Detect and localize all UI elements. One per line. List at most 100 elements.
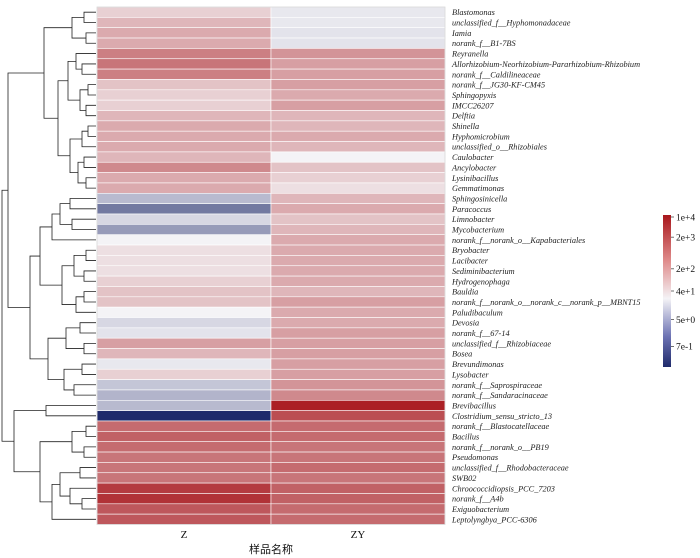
heatmap-cell xyxy=(270,503,446,515)
heatmap-cell xyxy=(270,79,446,91)
dendrogram-branch xyxy=(39,441,72,503)
dendrogram-branch xyxy=(85,249,96,261)
dendrogram-branch xyxy=(75,296,96,313)
row-label: Caulobacter xyxy=(452,153,494,162)
heatmap-cell xyxy=(270,6,446,18)
dendrogram-branch xyxy=(69,198,96,210)
heatmap-cell xyxy=(96,513,272,525)
row-label: Paracoccus xyxy=(451,205,491,214)
dendrogram-branch xyxy=(87,84,96,96)
heatmap-cell xyxy=(270,68,446,80)
heatmap-cell xyxy=(270,151,446,163)
heatmap-border xyxy=(96,6,446,525)
row-label: Pseudomonas xyxy=(451,453,498,462)
heatmap-cell xyxy=(270,389,446,401)
heatmap-cell xyxy=(270,493,446,505)
heatmap-cell xyxy=(96,213,272,225)
row-label: Shinella xyxy=(452,122,479,131)
heatmap-cell xyxy=(270,172,446,184)
row-label: Lysinibacillus xyxy=(451,174,498,183)
dendrogram-branch xyxy=(87,125,96,137)
row-label: unclassified_f__Hyphomonadaceae xyxy=(452,19,571,28)
heatmap-cell xyxy=(270,17,446,29)
heatmap-cell xyxy=(96,337,272,349)
row-label: Sphingosinicella xyxy=(452,194,507,203)
heatmap-cell xyxy=(96,286,272,298)
row-label: norank_f__B1-7BS xyxy=(452,39,516,48)
heatmap-cell xyxy=(96,379,272,391)
dendrogram-branch xyxy=(85,104,96,117)
dendrogram-branch xyxy=(81,130,96,148)
row-label: norank_f__67-14 xyxy=(452,329,510,338)
heatmap-cell xyxy=(96,110,272,122)
heatmap-cells xyxy=(96,6,446,525)
row-label: SWB02 xyxy=(452,474,476,483)
heatmap-cell xyxy=(270,182,446,194)
heatmap-cell xyxy=(270,420,446,432)
row-label: Sediminibacterium xyxy=(452,267,515,276)
heatmap-cell xyxy=(270,337,446,349)
heatmap-cell xyxy=(96,265,272,277)
heatmap-cell xyxy=(96,482,272,494)
heatmap-cell xyxy=(96,27,272,39)
heatmap-cell xyxy=(270,379,446,391)
heatmap-cell xyxy=(96,503,272,515)
dendrogram-branch xyxy=(83,156,96,168)
colorbar-gradient xyxy=(663,215,671,367)
row-label: Bosea xyxy=(452,350,472,359)
heatmap-cell xyxy=(96,431,272,443)
heatmap-cell xyxy=(270,120,446,132)
dendrogram-branch xyxy=(79,467,96,479)
heatmap-cell xyxy=(96,472,272,484)
heatmap-cell xyxy=(270,255,446,267)
dendrogram-branch xyxy=(81,63,96,75)
heatmap-cell xyxy=(96,441,272,453)
colorbar-tick-label: 2e+3 xyxy=(676,233,695,243)
heatmap-cell xyxy=(270,327,446,339)
dendrogram-branch xyxy=(73,384,96,396)
heatmap-cell xyxy=(270,130,446,142)
row-label: Gemmatimonas xyxy=(452,184,504,193)
dendrogram-branch xyxy=(13,410,46,473)
heatmap-cell xyxy=(270,37,446,49)
heatmap-cell xyxy=(96,17,272,29)
heatmap-cell xyxy=(270,348,446,360)
row-label: unclassified_f__Rhizobiaceae xyxy=(452,339,551,348)
heatmap-cell xyxy=(270,431,446,443)
row-label: Hyphomicrobium xyxy=(451,132,510,141)
heatmap-cell xyxy=(96,420,272,432)
heatmap-cell xyxy=(270,306,446,318)
heatmap-cell xyxy=(96,306,272,318)
dendrogram-branch xyxy=(83,270,96,282)
heatmap-cell xyxy=(96,141,272,153)
row-label: Chroococcidiopsis_PCC_7203 xyxy=(452,484,555,493)
heatmap-cell xyxy=(96,172,272,184)
dendrogram-branch xyxy=(85,425,96,437)
column-label: ZY xyxy=(351,529,366,541)
colorbar-tick-label: 5e+0 xyxy=(676,316,695,326)
dendrogram-branch xyxy=(47,337,66,380)
heatmap-cell xyxy=(270,441,446,453)
heatmap-cell xyxy=(96,203,272,215)
row-label: norank_f__JG30-KF-CM45 xyxy=(452,81,545,90)
heatmap-cell xyxy=(270,482,446,494)
heatmap-cell xyxy=(96,399,272,411)
heatmap-cell xyxy=(96,193,272,204)
row-label: norank_f__norank_o__PB19 xyxy=(452,443,550,452)
heatmap-cell xyxy=(96,48,272,60)
dendrogram-branch xyxy=(83,342,96,355)
row-label: Mycobacterium xyxy=(451,226,504,235)
dendrogram-branch xyxy=(69,487,96,505)
heatmap-cell xyxy=(96,161,272,173)
heatmap-cell xyxy=(96,389,272,401)
row-label: Lacibacter xyxy=(451,257,489,266)
row-label: Clostridium_sensu_stricto_13 xyxy=(452,412,552,421)
dendrogram-branch xyxy=(69,138,82,173)
heatmap-cell xyxy=(270,234,446,246)
dendrogram-branch xyxy=(65,327,84,349)
row-label: Devosia xyxy=(451,319,479,328)
row-label: Delftia xyxy=(451,112,475,121)
row-label: norank_f__norank_o__norank_c__norank_p__… xyxy=(452,298,641,307)
heatmap-cell xyxy=(270,58,446,70)
heatmap-cell xyxy=(270,265,446,277)
